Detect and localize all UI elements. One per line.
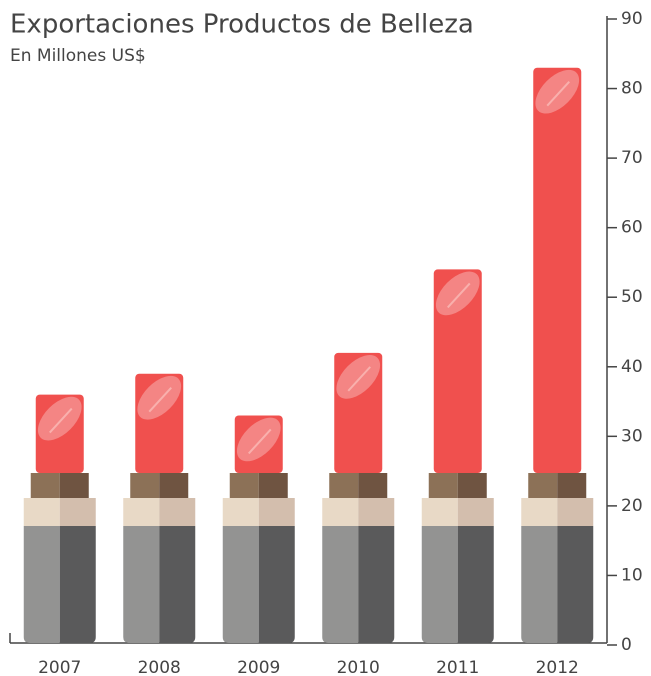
lipstick-collar <box>222 498 259 526</box>
y-tick-label: 30 <box>621 426 643 446</box>
lipstick-shine <box>248 428 272 455</box>
bar <box>433 269 482 473</box>
lipstick-holder <box>358 473 388 498</box>
lipstick-shine <box>148 387 172 413</box>
lipstick-collar <box>123 498 160 526</box>
lipstick-holder <box>30 473 60 498</box>
x-tick-label: 2010 <box>337 658 380 676</box>
lipstick-holder <box>557 473 587 498</box>
y-tick-label: 80 <box>621 79 643 99</box>
lipstick-base <box>59 526 96 643</box>
chart-title: Exportaciones Productos de Belleza <box>10 10 474 40</box>
lipstick-holder <box>329 473 359 498</box>
lipstick-base <box>322 526 359 643</box>
lipstick-tip <box>336 355 381 399</box>
lipstick-base <box>521 526 558 643</box>
y-tick-label: 50 <box>621 287 643 307</box>
lipstick-shine <box>546 81 570 107</box>
lipstick-collar <box>557 498 594 526</box>
lipstick-tip <box>137 375 182 420</box>
lipstick-shine <box>347 366 371 392</box>
lipstick-collar <box>457 498 494 526</box>
x-tick-label: 2011 <box>436 658 479 676</box>
x-tick-label: 2008 <box>138 658 181 676</box>
lipstick-collar <box>521 498 558 526</box>
lipstick-base <box>258 526 295 643</box>
bar <box>533 67 582 473</box>
x-tick-label: 2012 <box>536 658 579 676</box>
lipstick-tip <box>236 417 281 462</box>
y-tick-label: 90 <box>621 9 643 29</box>
lipstick-shine <box>447 282 471 309</box>
y-tick-label: 60 <box>621 218 643 238</box>
lipstick-collar <box>59 498 96 526</box>
lipstick-base <box>358 526 395 643</box>
lipstick-base <box>421 526 458 643</box>
lipstick-base <box>123 526 160 643</box>
lipstick-holder <box>59 473 89 498</box>
lipstick-holder <box>229 473 259 498</box>
x-tick-label: 2009 <box>237 658 280 676</box>
lipstick-holder <box>457 473 487 498</box>
lipstick-tip <box>535 69 580 114</box>
lipstick-base <box>457 526 494 643</box>
lipstick-base <box>23 526 60 643</box>
lipstick-base <box>557 526 594 643</box>
lipstick-holder <box>528 473 558 498</box>
y-tick-label: 10 <box>621 565 643 585</box>
lipstick-collar <box>258 498 295 526</box>
x-tick-label: 2007 <box>38 658 81 676</box>
lipstick-tip <box>37 396 82 441</box>
lipstick-tip <box>435 271 480 316</box>
lipstick-shine <box>49 407 73 434</box>
lipstick-holder <box>428 473 458 498</box>
lipstick-base <box>159 526 196 643</box>
chart-subtitle: En Millones US$ <box>10 46 146 66</box>
lipstick-base <box>222 526 259 643</box>
y-tick-label: 0 <box>621 635 632 655</box>
y-tick-label: 40 <box>621 357 643 377</box>
lipstick-collar <box>358 498 395 526</box>
lipstick-collar <box>23 498 60 526</box>
y-tick-label: 20 <box>621 496 643 516</box>
lipstick-collar <box>322 498 359 526</box>
lipstick-holder <box>130 473 160 498</box>
lipstick-collar <box>421 498 458 526</box>
lipstick-collar <box>159 498 196 526</box>
y-tick-label: 70 <box>621 148 643 168</box>
lipstick-holder <box>258 473 288 498</box>
lipstick-holder <box>159 473 189 498</box>
